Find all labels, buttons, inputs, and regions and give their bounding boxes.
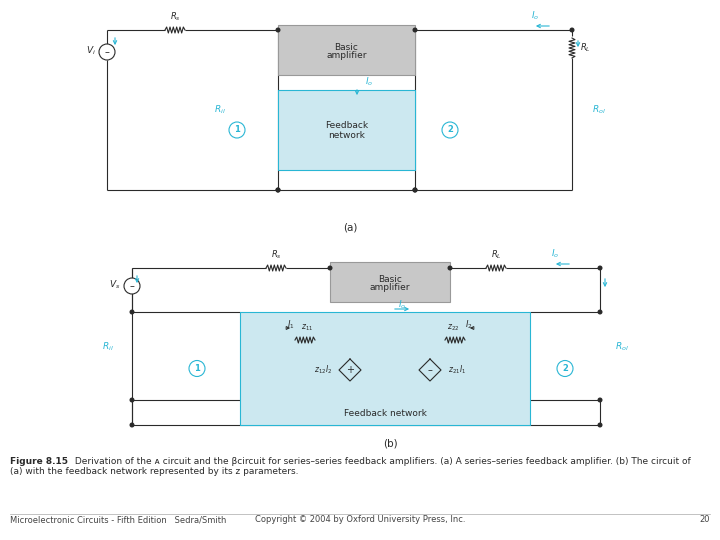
Text: $R_L$: $R_L$ <box>490 248 501 261</box>
Text: Microelectronic Circuits - Fifth Edition   Sedra/Smith: Microelectronic Circuits - Fifth Edition… <box>10 516 226 524</box>
Text: $I_o$: $I_o$ <box>398 299 406 311</box>
Circle shape <box>229 122 245 138</box>
Text: Derivation of the ᴀ circuit and the βcircuit for series–series feedback amplifie: Derivation of the ᴀ circuit and the βcir… <box>72 457 690 466</box>
Text: –: – <box>428 365 433 375</box>
Text: $R_L$: $R_L$ <box>580 42 590 54</box>
Circle shape <box>130 310 134 314</box>
Text: $V_i$: $V_i$ <box>86 45 96 57</box>
Circle shape <box>413 188 417 192</box>
Text: $I_1$: $I_1$ <box>287 319 294 331</box>
Text: $z_{11}$: $z_{11}$ <box>301 323 313 333</box>
Polygon shape <box>419 359 441 381</box>
Circle shape <box>276 188 280 192</box>
Circle shape <box>189 361 205 376</box>
Text: amplifier: amplifier <box>370 282 410 292</box>
Circle shape <box>99 44 115 60</box>
Text: (a): (a) <box>343 223 357 233</box>
Text: +: + <box>346 365 354 375</box>
Text: $R_s$: $R_s$ <box>271 248 282 261</box>
Text: $z_{12}I_2$: $z_{12}I_2$ <box>314 364 332 376</box>
FancyBboxPatch shape <box>278 25 415 75</box>
Text: Feedback network: Feedback network <box>343 408 426 417</box>
Text: $R_{ol}$: $R_{ol}$ <box>592 104 606 116</box>
Text: –: – <box>104 47 109 57</box>
Text: $R_{ol}$: $R_{ol}$ <box>615 340 629 353</box>
Polygon shape <box>339 359 361 381</box>
Text: $V_s$: $V_s$ <box>109 279 120 291</box>
Circle shape <box>557 361 573 376</box>
Text: 1: 1 <box>194 364 200 373</box>
Text: Feedback: Feedback <box>325 122 368 131</box>
FancyBboxPatch shape <box>330 262 450 302</box>
Circle shape <box>276 28 280 32</box>
Text: Copyright © 2004 by Oxford University Press, Inc.: Copyright © 2004 by Oxford University Pr… <box>255 516 465 524</box>
Circle shape <box>448 266 452 270</box>
Text: Basic: Basic <box>335 43 359 51</box>
Text: network: network <box>328 131 365 139</box>
FancyBboxPatch shape <box>278 90 415 170</box>
Text: 20: 20 <box>700 516 710 524</box>
Text: $I_o$: $I_o$ <box>365 76 373 88</box>
Text: $z_{21}I_1$: $z_{21}I_1$ <box>448 364 466 376</box>
FancyBboxPatch shape <box>240 312 530 425</box>
Text: (b): (b) <box>383 438 397 448</box>
Circle shape <box>130 398 134 402</box>
Circle shape <box>124 278 140 294</box>
Circle shape <box>413 28 417 32</box>
Text: $I_o$: $I_o$ <box>531 10 539 22</box>
Text: $R_s$: $R_s$ <box>170 10 181 23</box>
Text: $z_{22}$: $z_{22}$ <box>447 323 459 333</box>
Circle shape <box>598 398 602 402</box>
Circle shape <box>442 122 458 138</box>
Text: –: – <box>130 281 135 291</box>
Circle shape <box>598 423 602 427</box>
Circle shape <box>130 423 134 427</box>
Text: $R_{il}$: $R_{il}$ <box>102 340 114 353</box>
Text: (a) with the feedback network represented by its z parameters.: (a) with the feedback network represente… <box>10 467 299 476</box>
Text: $R_{il}$: $R_{il}$ <box>214 104 226 116</box>
Text: 2: 2 <box>447 125 453 134</box>
Text: 1: 1 <box>234 125 240 134</box>
Circle shape <box>598 310 602 314</box>
Text: 2: 2 <box>562 364 568 373</box>
Circle shape <box>598 266 602 270</box>
Circle shape <box>413 188 417 192</box>
Text: $I_o$: $I_o$ <box>551 247 559 260</box>
Circle shape <box>570 28 574 32</box>
Text: $I_2$: $I_2$ <box>465 319 473 331</box>
Text: Basic: Basic <box>378 274 402 284</box>
Text: Figure 8.15: Figure 8.15 <box>10 457 68 466</box>
Circle shape <box>276 188 280 192</box>
Text: amplifier: amplifier <box>326 51 366 59</box>
Circle shape <box>328 266 332 270</box>
